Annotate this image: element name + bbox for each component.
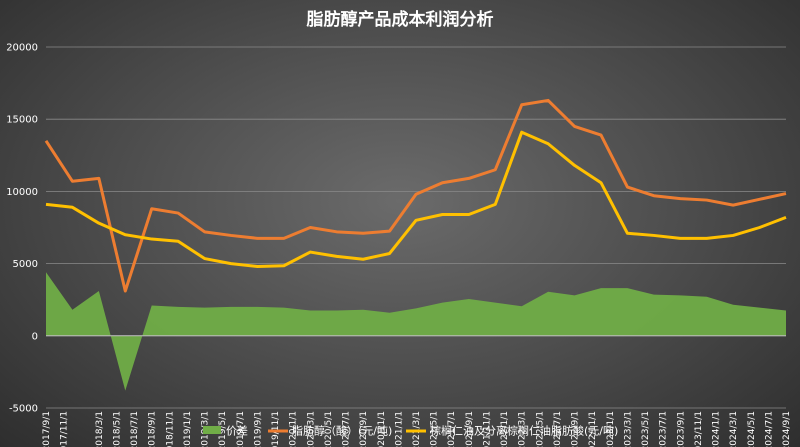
x-tick-label: 2019/7/1 <box>236 411 246 447</box>
x-tick-label: 2020/11/1 <box>377 411 387 447</box>
x-tick-label: 2018/7/1 <box>130 411 140 447</box>
x-tick-label: 2024/3/1 <box>729 411 739 447</box>
x-tick-label: 2020/3/1 <box>306 411 316 447</box>
x-tick-label: 2023/3/1 <box>623 411 633 447</box>
series-area-spread <box>46 272 786 391</box>
x-tick-label: 2021/5/1 <box>430 411 440 447</box>
x-tick-label: 2022/5/1 <box>535 411 545 447</box>
x-tick-label: 2023/11/1 <box>694 411 704 447</box>
x-tick-label: 2019/5/1 <box>218 411 228 447</box>
x-tick-label: 2022/11/1 <box>588 411 598 447</box>
x-tick-label: 2020/5/1 <box>324 411 334 447</box>
x-tick-label: 2020/1/1 <box>289 411 299 447</box>
x-tick-label: 2023/5/1 <box>641 411 651 447</box>
x-tick-label: 2024/5/1 <box>747 411 757 447</box>
x-tick-label: 2017/11/1 <box>60 411 70 447</box>
x-tick-label: 2018/3/1 <box>95 411 105 447</box>
y-tick-label: 5000 <box>13 259 38 270</box>
x-tick-label: 2021/7/1 <box>447 411 457 447</box>
x-tick-label: 2019/9/1 <box>253 411 263 447</box>
y-tick-label: 0 <box>32 331 38 342</box>
plot-area <box>44 98 787 391</box>
legend-swatch-spread <box>203 426 221 434</box>
x-tick-label: 2024/9/1 <box>782 411 792 447</box>
legend-label-fatty-alcohol: 脂肪醇（酸）(元/吨) <box>292 424 392 438</box>
x-tick-label: 2019/1/1 <box>183 411 193 447</box>
x-tick-label: 2021/9/1 <box>465 411 475 447</box>
y-tick-label: 20000 <box>6 43 38 54</box>
y-tick-label: 15000 <box>6 115 38 126</box>
x-tick-label: 2021/3/1 <box>412 411 422 447</box>
x-tick-label: 2023/7/1 <box>659 411 669 447</box>
y-axis: -5000 0 5000 10000 15000 20000 <box>6 43 38 415</box>
x-tick-label: 2020/9/1 <box>359 411 369 447</box>
x-tick-label: 2022/7/1 <box>553 411 563 447</box>
legend-label-palm-kernel-oil: 棕榈仁油及分离棕榈仁油脂肪酸(元/吨) <box>430 424 618 438</box>
x-tick-label: 2024/1/1 <box>712 411 722 447</box>
chart-title: 脂肪醇产品成本利润分析 <box>307 9 494 30</box>
legend-label-spread: 价差 <box>226 424 248 438</box>
series-line-fatty-alcohol <box>44 98 787 293</box>
x-tick-label: 2024/7/1 <box>764 411 774 447</box>
x-tick-label: 2023/9/1 <box>676 411 686 447</box>
y-tick-label: -5000 <box>9 404 38 415</box>
gridlines <box>46 46 786 409</box>
x-tick-label: 2018/9/1 <box>148 411 158 447</box>
x-tick-label: 2022/9/1 <box>571 411 581 447</box>
y-tick-label: 10000 <box>6 187 38 198</box>
x-tick-label: 2021/11/1 <box>482 411 492 447</box>
x-tick-label: 2022/1/1 <box>500 411 510 447</box>
series-line-palm-kernel-oil <box>45 130 787 268</box>
legend: 价差 脂肪醇（酸）(元/吨) 棕榈仁油及分离棕榈仁油脂肪酸(元/吨) <box>203 424 618 438</box>
x-tick-label: 2020/7/1 <box>342 411 352 447</box>
x-tick-label: 2021/1/1 <box>394 411 404 447</box>
x-tick-label: 2022/3/1 <box>518 411 528 447</box>
x-axis: 2017/9/1 2017/11/1 2018/3/1 2018/5/1 2018/7/… <box>42 411 792 447</box>
x-tick-label: 2018/11/1 <box>165 411 175 447</box>
x-tick-label: 2023/1/1 <box>606 411 616 447</box>
x-tick-label: 2017/9/1 <box>42 411 52 447</box>
x-tick-label: 2019/11/1 <box>271 411 281 447</box>
x-tick-label: 2018/5/1 <box>112 411 122 447</box>
